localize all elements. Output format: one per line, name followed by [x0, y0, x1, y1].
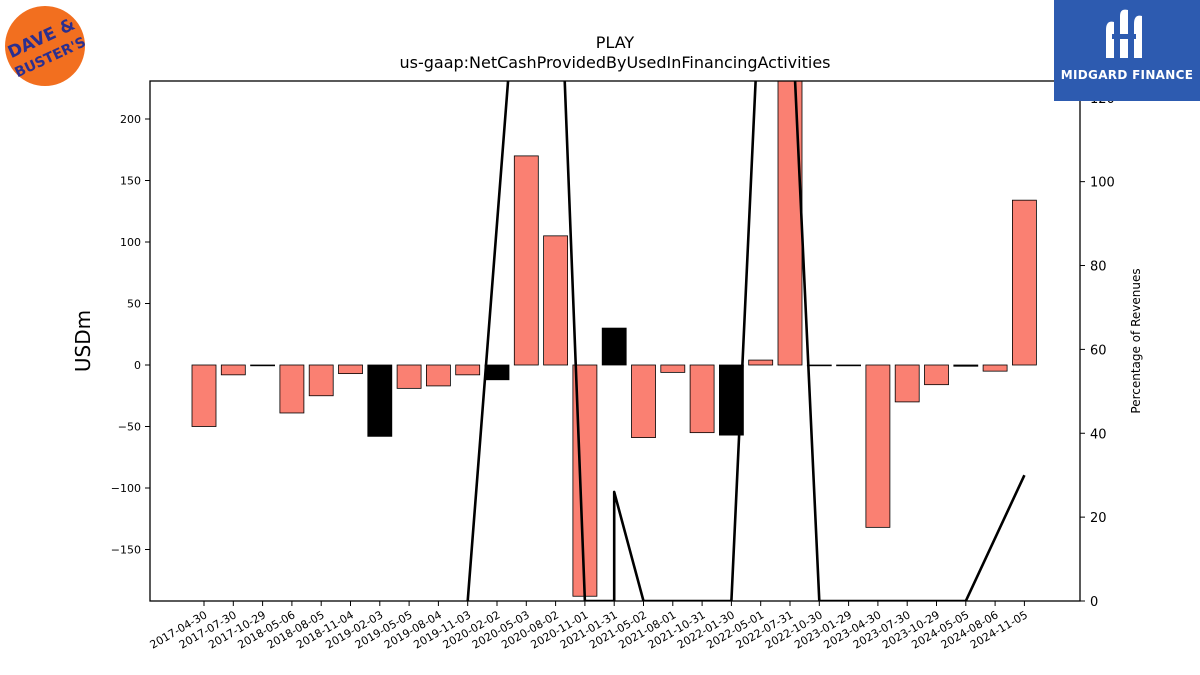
y-tick-label: 200 [120, 113, 141, 126]
bar-2024-08-06 [982, 364, 1008, 372]
y-tick-label: 0 [134, 359, 141, 372]
bar-2024-11-05 [1012, 199, 1037, 366]
y2-tick-label: 20 [1090, 511, 1107, 526]
y-tick-label: 50 [127, 298, 141, 311]
bar-2018-05-06 [279, 364, 305, 414]
bar-2019-02-03 [367, 364, 393, 437]
y2-axis: 020406080100120 [1080, 92, 1115, 610]
bar-2022-07-31 [777, 81, 803, 366]
y-axis: −150 −100 −50 0 50 100 150 200 [111, 113, 150, 557]
bar-2024-05-05 [953, 364, 979, 367]
bar-2022-05-01 [748, 359, 774, 366]
y-tick-label: −100 [111, 482, 141, 495]
midgard-finance-name: MIDGARD FINANCE [1060, 68, 1194, 82]
y2-tick-label: 100 [1090, 176, 1115, 191]
bar-2019-11-03 [455, 364, 481, 376]
x-axis: 2017-04-302017-07-302017-10-292018-05-06… [148, 601, 1030, 652]
bar-2017-04-30 [191, 364, 217, 427]
bar-2023-10-29 [924, 364, 949, 386]
bars-layer [191, 81, 1037, 597]
bar-2021-01-31 [601, 327, 627, 366]
bar-2021-05-02 [631, 364, 656, 438]
plot-frame [149, 80, 1081, 602]
y2-tick-label: 80 [1090, 260, 1107, 275]
bar-2019-05-05 [396, 364, 422, 389]
dave-and-busters-logo: DAVE & BUSTER'S [4, 5, 88, 87]
bar-2018-08-05 [308, 364, 334, 397]
bar-2023-01-29 [836, 364, 861, 367]
y-tick-label: 100 [120, 236, 141, 249]
chart-subtitle: us-gaap:NetCashProvidedByUsedInFinancing… [399, 53, 830, 72]
bar-2021-10-31 [689, 364, 715, 434]
midgard-finance-logo: MIDGARD FINANCE [1054, 0, 1200, 101]
bar-2020-05-03 [513, 155, 539, 366]
y-axis-label: USDm [71, 310, 95, 372]
y2-tick-label: 40 [1090, 427, 1107, 442]
bar-2019-08-04 [425, 364, 451, 387]
bar-2017-07-30 [220, 364, 246, 376]
chart-title: PLAY [596, 33, 635, 52]
y2-tick-label: 60 [1090, 343, 1107, 358]
y-tick-label: −150 [111, 544, 141, 557]
bar-2023-04-30 [865, 364, 891, 528]
bar-2020-02-02 [484, 364, 510, 381]
bar-2020-08-02 [543, 235, 568, 366]
bar-2017-10-29 [250, 364, 276, 367]
y2-tick-label: 0 [1090, 595, 1098, 610]
bar-2021-08-01 [660, 364, 686, 373]
y-tick-label: −50 [118, 421, 141, 434]
y2-axis-label: Percentage of Revenues [1129, 268, 1143, 413]
bar-2023-07-30 [894, 364, 920, 403]
bar-2022-10-30 [806, 364, 832, 367]
bar-2018-11-04 [338, 364, 363, 375]
y-tick-label: 150 [120, 175, 141, 188]
